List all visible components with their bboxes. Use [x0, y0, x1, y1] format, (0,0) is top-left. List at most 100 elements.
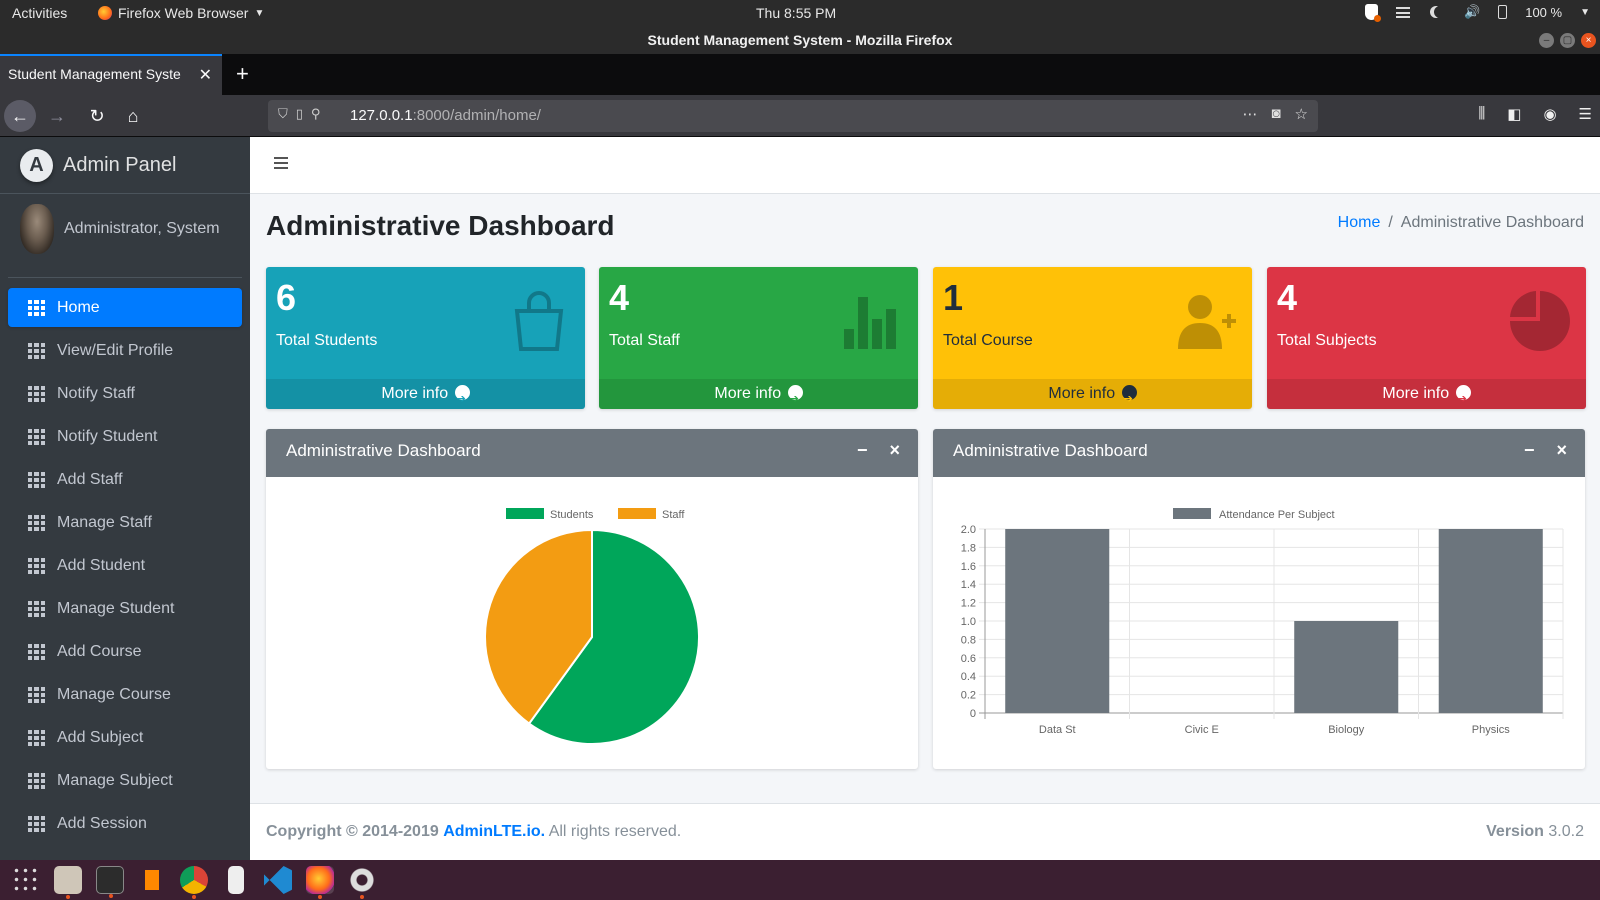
sidebar-item-manage-student[interactable]: Manage Student [8, 589, 242, 628]
forward-button[interactable]: → [48, 106, 66, 126]
sidebar-item-add-subject[interactable]: Add Subject [8, 718, 242, 757]
close-card-button[interactable]: × [889, 440, 900, 460]
url-bar[interactable]: ⛉ ▯ ⚲ 127.0.0.1:8000/admin/home/ ⋯ ◙ ☆ [268, 100, 1318, 132]
account-icon[interactable]: ◉ [1543, 106, 1557, 123]
vscode-icon[interactable] [264, 866, 292, 894]
rights-text: All rights reserved. [548, 823, 682, 840]
minimize-window-button[interactable]: – [1539, 33, 1554, 48]
url-host: 127.0.0.1 [350, 107, 413, 124]
y-tick-label: 1.0 [961, 616, 976, 628]
more-info-link[interactable]: More info [266, 379, 585, 409]
arrow-circle-right-icon [454, 384, 470, 409]
close-window-button[interactable]: × [1581, 33, 1596, 48]
bar-physics[interactable] [1438, 529, 1543, 713]
vlc-icon[interactable] [138, 866, 166, 894]
sidebar-toggle-icon[interactable] [274, 157, 288, 169]
browser-tab[interactable]: Student Management Syste ✕ [0, 54, 222, 95]
pie-slice-staff[interactable] [484, 528, 593, 725]
bar-chart-card: Administrative Dashboard − × Attendance … [933, 429, 1585, 769]
stat-value: 4 [609, 277, 630, 318]
sidebar-item-manage-subject[interactable]: Manage Subject [8, 761, 242, 800]
hamburger-menu-icon[interactable]: ☰ [1578, 106, 1592, 123]
y-tick-label: 1.4 [961, 579, 976, 591]
bookmark-star-icon[interactable]: ☆ [1294, 106, 1308, 123]
bar-biology[interactable] [1294, 621, 1399, 713]
files-icon[interactable] [54, 866, 82, 899]
more-info-link[interactable]: More info [933, 379, 1252, 409]
sidebar-item-add-course[interactable]: Add Course [8, 632, 242, 671]
terminal-icon[interactable] [96, 866, 124, 898]
sidebar-item-label: Manage Student [57, 599, 175, 617]
copyright: Copyright © 2014-2019 AdminLTE.io. All r… [266, 823, 681, 841]
app-menu[interactable]: Firefox Web Browser ▼ [98, 5, 264, 21]
shield-icon[interactable] [1365, 4, 1382, 22]
user-panel[interactable]: Administrator, System [8, 194, 242, 278]
firefox-icon [98, 6, 112, 20]
avatar [20, 203, 54, 254]
new-tab-button[interactable]: + [236, 61, 249, 86]
card-title: Administrative Dashboard [953, 441, 1148, 460]
more-info-label: More info [714, 385, 782, 402]
sidebar-item-manage-course[interactable]: Manage Course [8, 675, 242, 714]
breadcrumb-home[interactable]: Home [1337, 214, 1381, 231]
minimize-card-button[interactable]: − [1523, 440, 1535, 460]
card-header: Administrative Dashboard − × [266, 429, 918, 477]
chevron-down-icon: ▼ [1580, 6, 1590, 18]
legend-label[interactable]: Attendance Per Subject [1219, 509, 1335, 521]
sidebar-item-label: Add Staff [57, 470, 123, 488]
pie-slice-students[interactable] [527, 528, 700, 745]
th-grid-icon [28, 299, 45, 316]
home-button[interactable]: ⌂ [127, 106, 139, 126]
legend-swatch [506, 508, 544, 519]
y-tick-label: 0.8 [961, 634, 976, 646]
toolbar-right: ⫼ ◧ ◉ ☰ [1478, 105, 1592, 123]
firefox-icon[interactable] [306, 866, 334, 899]
close-card-button[interactable]: × [1556, 440, 1567, 460]
sidebar-item-home[interactable]: Home [8, 288, 242, 327]
tracking-protection-icon[interactable]: ⛉ [278, 106, 288, 121]
adminlte-link[interactable]: AdminLTE.io. [443, 823, 546, 840]
permissions-icon[interactable]: ⚲ [310, 106, 321, 121]
library-icon[interactable]: ⫼ [1478, 105, 1486, 122]
minimize-card-button[interactable]: − [856, 440, 868, 460]
usb-creator-icon[interactable] [228, 866, 244, 894]
chrome-icon[interactable] [180, 866, 208, 899]
system-tray[interactable]: 🔊 100 % ▼ [1365, 4, 1590, 22]
os-top-bar: Activities Firefox Web Browser ▼ Thu 8:5… [0, 0, 1600, 27]
legend-label[interactable]: Students [550, 509, 594, 521]
sidebar-item-notify-staff[interactable]: Notify Staff [8, 374, 242, 413]
th-grid-icon [28, 557, 45, 574]
activities-button[interactable]: Activities [12, 5, 68, 21]
bar-data-st[interactable] [1005, 529, 1110, 713]
legend-label[interactable]: Staff [662, 509, 685, 521]
show-apps-icon[interactable] [12, 866, 40, 894]
pocket-icon[interactable]: ◙ [1271, 105, 1281, 122]
maximize-window-button[interactable]: ▢ [1560, 33, 1575, 48]
stat-label: Total Subjects [1277, 332, 1377, 349]
window-title: Student Management System - Mozilla Fire… [0, 27, 1600, 54]
page-info-icon[interactable]: ▯ [295, 106, 303, 121]
y-tick-label: 1.8 [961, 542, 976, 554]
page-actions-icon[interactable]: ⋯ [1242, 106, 1258, 123]
more-info-label: More info [1048, 385, 1116, 402]
sidebar-icon[interactable]: ◧ [1507, 106, 1522, 123]
page-title: Administrative Dashboard [266, 210, 615, 241]
sidebar-item-view-edit-profile[interactable]: View/Edit Profile [8, 331, 242, 370]
sidebar-item-add-student[interactable]: Add Student [8, 546, 242, 585]
x-tick-label: Physics [1472, 724, 1510, 736]
clock[interactable]: Thu 8:55 PM [756, 5, 837, 21]
more-info-link[interactable]: More info [1267, 379, 1586, 409]
close-tab-icon[interactable]: ✕ [198, 67, 212, 84]
back-button[interactable]: ← [4, 100, 36, 132]
sidebar-item-add-session[interactable]: Add Session [8, 804, 242, 843]
stat-box-subjects: 4 Total Subjects More info [1267, 267, 1586, 409]
sidebar-item-notify-student[interactable]: Notify Student [8, 417, 242, 456]
more-info-link[interactable]: More info [599, 379, 918, 409]
sidebar-item-add-staff[interactable]: Add Staff [8, 460, 242, 499]
settings-icon[interactable] [348, 866, 376, 899]
sidebar-item-label: Manage Subject [57, 771, 173, 789]
reload-button[interactable]: ↻ [89, 106, 105, 126]
sidebar-item-manage-staff[interactable]: Manage Staff [8, 503, 242, 542]
brand-link[interactable]: A Admin Panel [0, 137, 250, 194]
menu-icon[interactable] [1396, 6, 1411, 18]
